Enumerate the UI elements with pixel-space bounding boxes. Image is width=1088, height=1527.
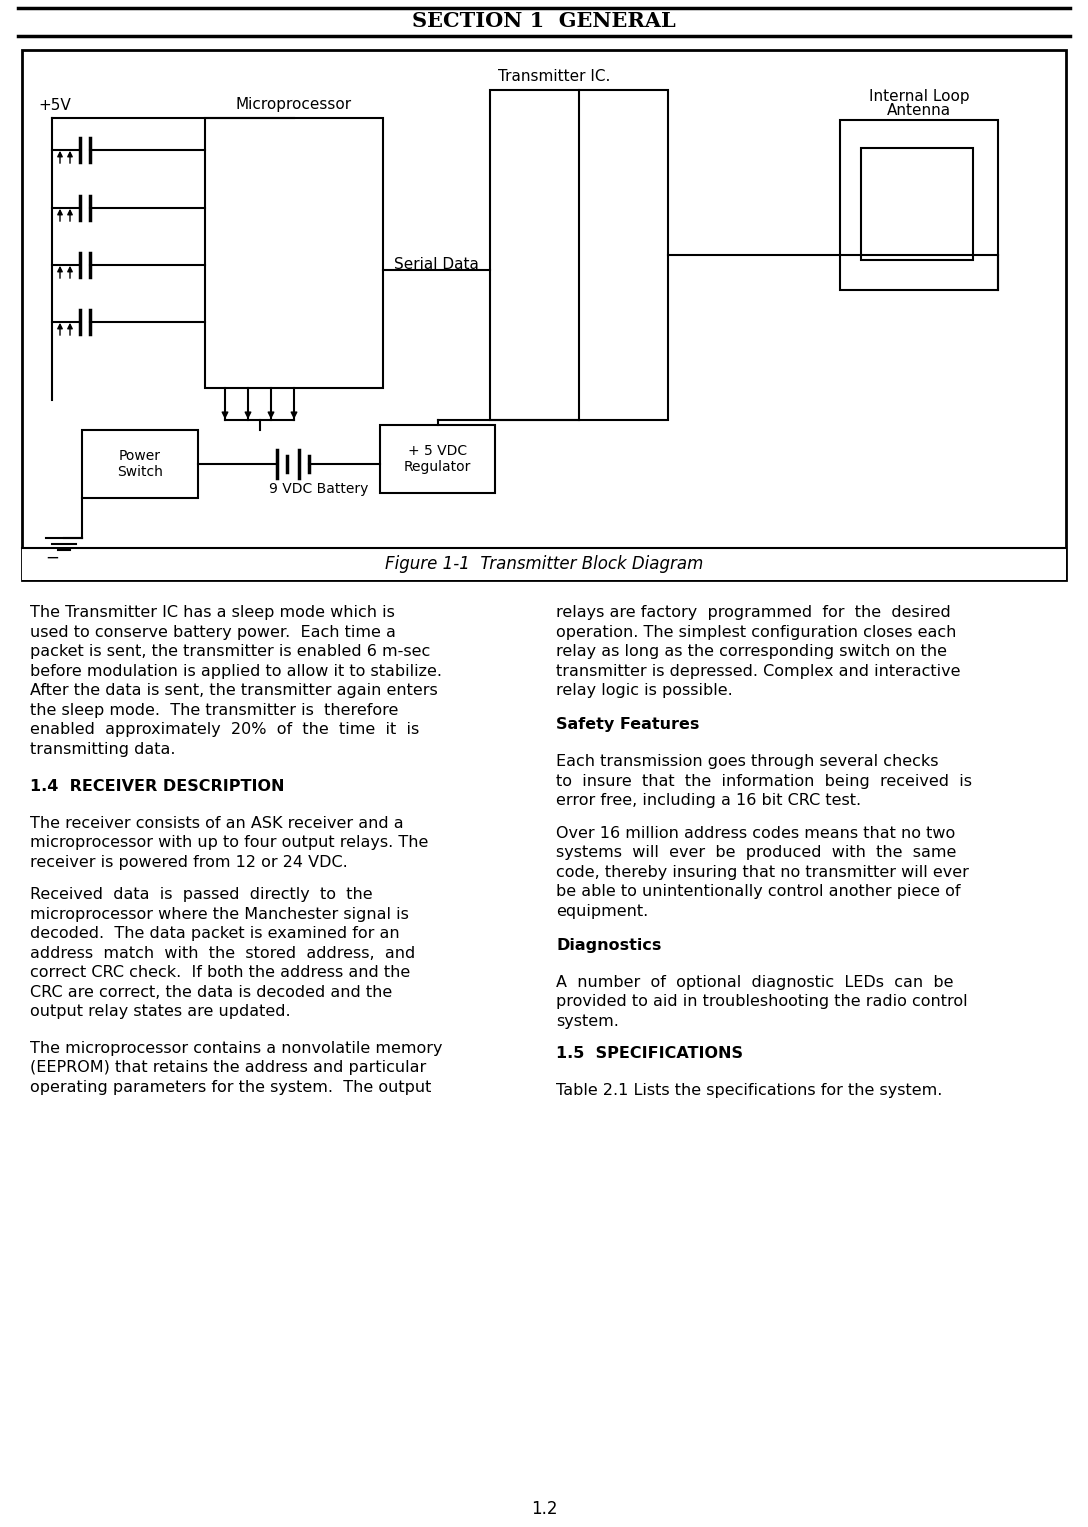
Bar xyxy=(22,548,1066,580)
Text: Microprocessor: Microprocessor xyxy=(236,98,353,111)
Text: Switch: Switch xyxy=(118,466,163,479)
Text: Each transmission goes through several checks
to  insure  that  the  information: Each transmission goes through several c… xyxy=(556,754,972,808)
Text: +5V: +5V xyxy=(38,98,71,113)
Text: 1.5  SPECIFICATIONS: 1.5 SPECIFICATIONS xyxy=(556,1046,743,1061)
Text: 9 VDC Battery: 9 VDC Battery xyxy=(269,483,369,496)
Text: Table 2.1 Lists the specifications for the system.: Table 2.1 Lists the specifications for t… xyxy=(556,1083,942,1098)
Text: 1.2: 1.2 xyxy=(531,1500,557,1518)
Text: The receiver consists of an ASK receiver and a
microprocessor with up to four ou: The receiver consists of an ASK receiver… xyxy=(30,815,429,869)
Bar xyxy=(490,90,668,420)
Text: Over 16 million address codes means that no two
systems  will  ever  be  produce: Over 16 million address codes means that… xyxy=(556,826,969,919)
Text: Power: Power xyxy=(119,449,161,463)
Text: A  number  of  optional  diagnostic  LEDs  can  be
provided to aid in troublesho: A number of optional diagnostic LEDs can… xyxy=(556,974,967,1029)
Bar xyxy=(205,118,383,388)
Text: Diagnostics: Diagnostics xyxy=(556,938,662,953)
Text: Internal Loop: Internal Loop xyxy=(868,89,969,104)
Text: The microprocessor contains a nonvolatile memory
(EEPROM) that retains the addre: The microprocessor contains a nonvolatil… xyxy=(30,1040,443,1095)
Text: The Transmitter IC has a sleep mode which is
used to conserve battery power.  Ea: The Transmitter IC has a sleep mode whic… xyxy=(30,605,442,757)
Text: Antenna: Antenna xyxy=(887,102,951,118)
Text: Safety Features: Safety Features xyxy=(556,718,700,733)
Bar xyxy=(82,431,198,498)
Text: Figure 1-1  Transmitter Block Diagram: Figure 1-1 Transmitter Block Diagram xyxy=(385,554,703,573)
Bar xyxy=(22,50,1066,580)
Text: Regulator: Regulator xyxy=(404,460,471,473)
Text: SECTION 1  GENERAL: SECTION 1 GENERAL xyxy=(412,11,676,31)
Text: relays are factory  programmed  for  the  desired
operation. The simplest config: relays are factory programmed for the de… xyxy=(556,605,961,698)
Text: Serial Data: Serial Data xyxy=(394,257,479,272)
Bar xyxy=(380,425,495,493)
Text: −: − xyxy=(45,550,59,567)
Text: Received  data  is  passed  directly  to  the
microprocessor where the Mancheste: Received data is passed directly to the … xyxy=(30,887,416,1020)
Bar xyxy=(861,148,973,260)
Bar xyxy=(840,121,998,290)
Text: Transmitter IC.: Transmitter IC. xyxy=(498,69,610,84)
Text: + 5 VDC: + 5 VDC xyxy=(408,444,467,458)
Text: 1.4  RECEIVER DESCRIPTION: 1.4 RECEIVER DESCRIPTION xyxy=(30,779,284,794)
